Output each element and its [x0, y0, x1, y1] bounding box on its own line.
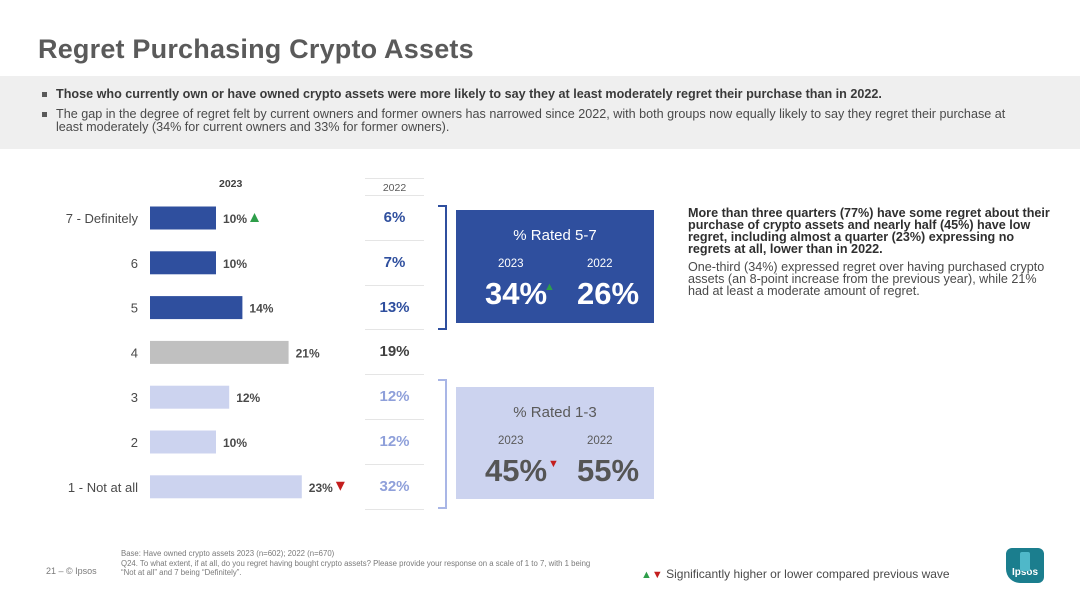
rated-high-value-a: 34% — [485, 276, 548, 311]
bullet-item: Those who currently own or have owned cr… — [42, 88, 882, 101]
bar-value-label: 10% — [223, 257, 247, 271]
regret-bar-chart: 7 - Definitely 10% 6 10% 5 14% 4 21% 3 12% 2 10% 1 -… — [66, 206, 345, 499]
category-label: 5 — [131, 301, 138, 316]
source-note: Base: Have owned crypto assets 2023 (n=6… — [121, 549, 591, 578]
rated-high-box: % Rated 5-7 2023 2022 34% ▲ 26% — [456, 210, 654, 323]
values-2022-column: 6% 7% 13% 19% 12% 12% 32% — [365, 196, 424, 510]
rated-high-label: % Rated 5-7 — [513, 227, 597, 244]
bullet-text: Those who currently own or have owned cr… — [56, 87, 882, 101]
up-arrow-icon: ▲ — [641, 569, 652, 581]
base-note: Base: Have owned crypto assets 2023 (n=6… — [121, 549, 335, 558]
value-2022-cell: 12% — [365, 420, 424, 465]
category-label: 1 - Not at all — [68, 480, 138, 495]
value-2022-cell: 32% — [365, 465, 424, 510]
value-2022-cell: 12% — [365, 375, 424, 420]
legend-text: Significantly higher or lower compared p… — [666, 567, 950, 581]
brackets — [438, 205, 447, 509]
up-arrow-icon — [250, 213, 260, 222]
rated-low-value-a: 45% — [485, 453, 548, 488]
logo-mark-icon — [1020, 552, 1030, 571]
rated-low-year-b: 2022 — [587, 435, 613, 447]
rated-low-year-a: 2023 — [498, 435, 524, 447]
rated-high-year-b: 2022 — [587, 258, 613, 270]
category-label: 2 — [131, 435, 138, 450]
commentary-plain: One-third (34%) expressed regret over ha… — [688, 260, 1045, 298]
rated-high-year-a: 2023 — [498, 258, 524, 270]
bracket-low — [438, 379, 447, 509]
rated-low-box: % Rated 1-3 2023 2022 45% ▼ 55% — [456, 387, 654, 499]
bullet-square-icon — [42, 112, 47, 117]
column-header-2022: 2022 — [365, 178, 424, 196]
page-number: 21 ‒ © Ipsos — [46, 566, 97, 576]
logo-text: Ipsos — [1011, 567, 1039, 578]
bar-2023 — [150, 296, 243, 320]
bar-value-label: 12% — [236, 391, 260, 405]
bullet-text: The gap in the degree of regret felt by … — [56, 107, 1006, 134]
page-title: Regret Purchasing Crypto Assets — [38, 34, 474, 64]
down-arrow-icon: ▼ — [548, 458, 559, 470]
bullet-square-icon — [42, 92, 47, 97]
bar-2023 — [150, 385, 230, 409]
down-arrow-icon — [335, 481, 345, 491]
value-2022-cell: 7% — [365, 241, 424, 286]
bar-value-label: 10% — [223, 212, 247, 226]
ipsos-logo: Ipsos — [1006, 548, 1044, 583]
key-findings-band — [0, 76, 1080, 149]
bar-2023 — [150, 340, 289, 364]
bar-2023 — [150, 475, 302, 499]
rated-high-value-b: 26% — [577, 276, 640, 311]
bar-value-label: 23% — [309, 481, 333, 495]
significance-legend: ▲▼ Significantly higher or lower compare… — [641, 567, 950, 581]
rated-low-value-b: 55% — [577, 453, 640, 488]
bracket-high — [438, 205, 447, 330]
category-label: 7 - Definitely — [66, 211, 139, 226]
bullet-item: The gap in the degree of regret felt by … — [42, 108, 1032, 134]
up-arrow-icon: ▲ — [544, 281, 555, 293]
bar-value-label: 10% — [223, 436, 247, 450]
value-2022-cell: 13% — [365, 286, 424, 331]
category-label: 4 — [131, 345, 138, 360]
column-header-2023: 2023 — [219, 178, 243, 190]
bar-value-label: 21% — [296, 346, 320, 360]
bar-value-label: 14% — [249, 302, 273, 316]
category-label: 3 — [131, 390, 138, 405]
bar-2023 — [150, 206, 216, 230]
question-note: Q24. To what extent, if at all, do you r… — [121, 558, 591, 578]
value-2022-cell: 6% — [365, 196, 424, 241]
bar-2023 — [150, 430, 216, 454]
rated-low-label: % Rated 1-3 — [513, 404, 597, 421]
category-label: 6 — [131, 256, 138, 271]
commentary-bold: More than three quarters (77%) have some… — [688, 206, 1050, 256]
down-arrow-icon: ▼ — [651, 569, 663, 581]
value-2022-cell: 19% — [365, 330, 424, 376]
bar-2023 — [150, 251, 216, 275]
commentary: More than three quarters (77%) have some… — [688, 206, 1060, 298]
